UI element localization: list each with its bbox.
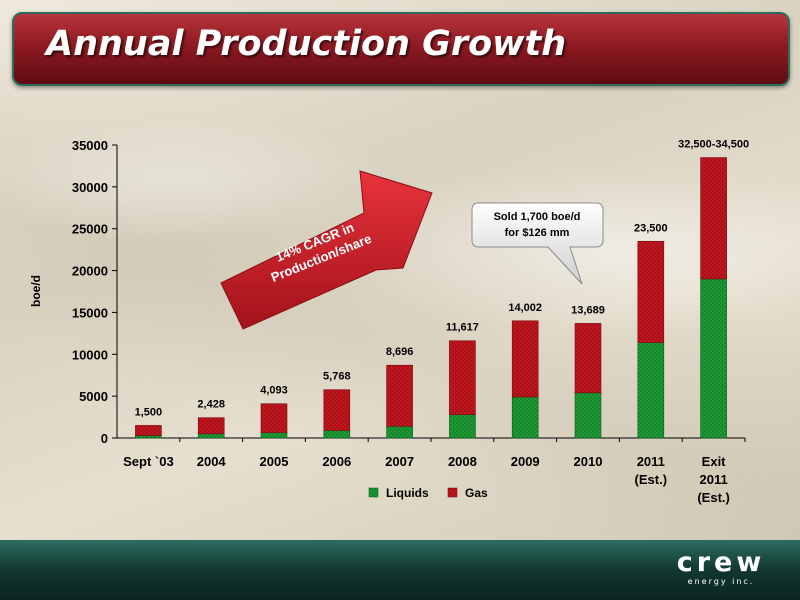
sold-callout: Sold 1,700 boe/d for $126 mm (471, 202, 604, 285)
bar-gas (260, 403, 288, 433)
x-tick-label: 2004 (197, 454, 227, 469)
legend-swatch-gas (447, 487, 458, 498)
y-tick-label: 25000 (72, 222, 108, 237)
legend-label-liquids: Liquids (386, 486, 429, 500)
data-label: 2,428 (197, 399, 225, 411)
production-chart: boe/d 0 5000 10000 15000 20000 25000 30000 3500… (29, 138, 749, 505)
x-tick-label: 2011 (699, 472, 727, 487)
x-tick-label: Sept `03 (123, 454, 174, 469)
data-label: 23,500 (634, 222, 668, 234)
bar-liquids (449, 414, 476, 439)
data-label: 1,500 (135, 406, 163, 418)
callout-line2: for $126 mm (505, 227, 570, 239)
x-tick-label: 2010 (574, 454, 603, 469)
bar-liquids (135, 435, 162, 439)
x-tick-label: Exit (702, 454, 727, 469)
y-tick-label: 5000 (79, 389, 108, 404)
page-title: Annual Production Growth (46, 24, 567, 64)
y-tick-label: 35000 (72, 138, 108, 153)
bar-gas (449, 340, 476, 415)
crew-logo: crew energy inc. (676, 549, 766, 591)
bar-liquids (637, 342, 665, 439)
callout-line1: Sold 1,700 boe/d (494, 211, 581, 223)
data-label: 13,689 (571, 304, 605, 316)
data-label: 11,617 (446, 322, 479, 334)
x-tick-label: 2005 (260, 454, 289, 469)
x-tick-label: 2011 (637, 454, 665, 469)
x-tick-label: 2008 (448, 454, 477, 469)
x-tick-label: 2009 (511, 454, 540, 469)
data-label: 14,002 (508, 302, 542, 314)
logo-subtitle: energy inc. (687, 577, 755, 586)
bar-liquids (574, 392, 602, 439)
y-axis-label: boe/d (29, 275, 43, 307)
bar-gas (197, 417, 225, 435)
legend-swatch-liquids (368, 487, 379, 498)
y-tick-label: 0 (101, 431, 108, 446)
bar-liquids (260, 432, 288, 439)
data-label: 32,500-34,500 (678, 139, 749, 151)
legend: Liquids Gas (368, 486, 488, 500)
title-bar: Annual Production Growth (12, 12, 790, 86)
logo-word: crew (676, 547, 766, 578)
bar-liquids (511, 396, 539, 439)
data-label: 8,696 (386, 346, 414, 358)
background-image (0, 0, 800, 540)
y-tick-label: 10000 (72, 347, 108, 362)
data-label: 4,093 (260, 385, 288, 397)
bar-gas (511, 320, 539, 398)
bars (135, 157, 727, 439)
legend-label-gas: Gas (465, 486, 488, 500)
bar-gas (135, 425, 162, 436)
bar-gas (386, 364, 413, 427)
x-tick-labels: Sept `03 2004 2005 2006 2007 2008 2009 2010 2011… (123, 438, 746, 505)
x-tick-label: (Est.) (635, 472, 668, 487)
bar-gas (574, 323, 602, 394)
x-tick-label: 2006 (322, 454, 351, 469)
bar-liquids (323, 430, 351, 439)
bar-liquids (700, 278, 727, 439)
data-label: 5,768 (323, 371, 351, 383)
data-labels: 1,500 2,428 4,093 5,768 8,696 11,617 14,002 13,… (135, 139, 749, 419)
y-tick-label: 20000 (72, 264, 108, 279)
bar-gas (323, 389, 351, 431)
x-tick-label: (Est.) (697, 490, 730, 505)
footer-bar (0, 540, 800, 600)
bar-gas (700, 157, 727, 280)
cagr-arrow: 14% CAGR in Production/share (220, 170, 433, 330)
y-ticks: 0 5000 10000 15000 20000 25000 30000 35000 (72, 138, 117, 446)
bar-liquids (386, 425, 413, 439)
y-tick-label: 30000 (72, 180, 108, 195)
bar-liquids (197, 433, 225, 439)
y-tick-label: 15000 (72, 305, 108, 320)
bar-gas (637, 240, 665, 343)
x-tick-label: 2007 (385, 454, 414, 469)
